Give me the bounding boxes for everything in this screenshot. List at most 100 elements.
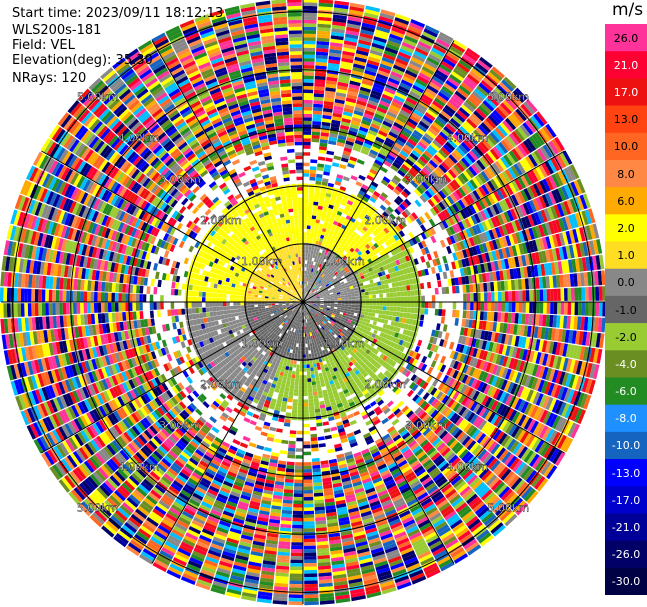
velocity-gate xyxy=(394,118,405,127)
velocity-gate xyxy=(426,281,432,289)
velocity-gate xyxy=(390,164,399,172)
velocity-gate xyxy=(421,167,431,176)
velocity-gate xyxy=(287,451,296,456)
velocity-gate xyxy=(330,277,334,282)
velocity-gate xyxy=(410,166,419,175)
velocity-gate xyxy=(421,355,428,364)
velocity-gate xyxy=(411,212,419,220)
velocity-gate xyxy=(511,148,522,161)
velocity-gate xyxy=(303,256,306,261)
velocity-gate xyxy=(311,293,315,297)
velocity-gate xyxy=(455,285,460,294)
velocity-gate xyxy=(316,216,321,221)
velocity-gate xyxy=(303,47,316,52)
velocity-gate xyxy=(465,168,475,179)
velocity-gate xyxy=(484,152,495,164)
velocity-gate xyxy=(308,250,311,254)
velocity-gate xyxy=(431,171,440,181)
velocity-gate xyxy=(354,307,359,311)
velocity-gate xyxy=(499,187,508,199)
velocity-gate xyxy=(449,136,460,147)
velocity-gate xyxy=(304,535,316,539)
velocity-gate xyxy=(464,50,479,62)
velocity-gate xyxy=(303,23,317,27)
velocity-gate xyxy=(345,275,350,280)
velocity-gate xyxy=(379,12,395,20)
velocity-gate xyxy=(318,198,325,204)
velocity-gate xyxy=(303,295,306,299)
velocity-gate xyxy=(542,144,553,159)
velocity-gate xyxy=(294,469,303,473)
velocity-gate xyxy=(353,142,363,149)
velocity-gate xyxy=(358,223,365,229)
velocity-gate xyxy=(421,295,425,302)
velocity-gate xyxy=(436,371,443,380)
velocity-gate xyxy=(472,202,480,213)
velocity-gate xyxy=(455,146,466,157)
velocity-gate xyxy=(409,135,420,144)
velocity-gate xyxy=(318,202,324,207)
velocity-gate xyxy=(334,303,338,306)
velocity-gate xyxy=(328,233,333,239)
velocity-gate xyxy=(353,199,361,206)
velocity-gate xyxy=(405,120,417,130)
velocity-gate xyxy=(519,124,531,138)
velocity-gate xyxy=(303,51,316,55)
velocity-gate xyxy=(303,124,312,128)
velocity-gate xyxy=(377,22,392,30)
velocity-gate xyxy=(292,507,303,512)
velocity-gate xyxy=(328,204,334,210)
velocity-gate xyxy=(350,226,356,232)
velocity-gate xyxy=(383,50,397,58)
velocity-gate xyxy=(323,428,331,433)
velocity-gate xyxy=(409,114,420,124)
velocity-gate xyxy=(340,262,345,267)
velocity-gate xyxy=(468,115,480,127)
velocity-gate xyxy=(410,19,426,28)
velocity-gate xyxy=(439,31,454,42)
velocity-gate xyxy=(501,79,514,92)
velocity-gate xyxy=(307,378,312,382)
velocity-gate xyxy=(374,159,383,166)
velocity-gate xyxy=(407,63,421,72)
velocity-gate xyxy=(367,99,379,107)
velocity-gate xyxy=(340,269,346,274)
velocity-gate xyxy=(304,542,316,546)
velocity-gate xyxy=(410,87,423,97)
velocity-gate xyxy=(363,284,368,289)
velocity-gate xyxy=(384,218,391,225)
velocity-gate xyxy=(347,19,362,26)
velocity-gate xyxy=(323,286,328,290)
velocity-gate xyxy=(342,50,355,57)
velocity-gate xyxy=(467,96,480,108)
velocity-gate xyxy=(445,156,456,167)
velocity-gate xyxy=(389,33,403,42)
velocity-gate xyxy=(371,86,384,94)
velocity-gate xyxy=(396,115,407,124)
velocity-gate xyxy=(367,241,374,247)
velocity-gate xyxy=(364,237,371,244)
velocity-gate xyxy=(449,117,461,128)
velocity-gate xyxy=(313,492,324,497)
velocity-gate xyxy=(371,309,376,314)
velocity-gate xyxy=(312,268,316,273)
velocity-gate xyxy=(319,287,324,291)
velocity-gate xyxy=(310,346,314,351)
velocity-gate xyxy=(344,234,350,240)
velocity-gate xyxy=(393,121,404,130)
velocity-gate xyxy=(501,171,511,183)
velocity-gate xyxy=(329,133,338,139)
velocity-gate xyxy=(468,70,482,82)
velocity-gate xyxy=(414,296,418,302)
velocity-gate xyxy=(401,177,410,185)
velocity-gate xyxy=(297,336,300,341)
velocity-gate xyxy=(327,62,340,68)
velocity-gate xyxy=(303,239,306,243)
velocity-gate xyxy=(355,53,368,60)
velocity-gate xyxy=(470,293,474,302)
velocity-gate xyxy=(423,28,438,38)
velocity-gate xyxy=(441,287,446,295)
velocity-gate xyxy=(396,246,403,253)
velocity-gate xyxy=(455,310,460,318)
velocity-gate xyxy=(463,293,467,302)
